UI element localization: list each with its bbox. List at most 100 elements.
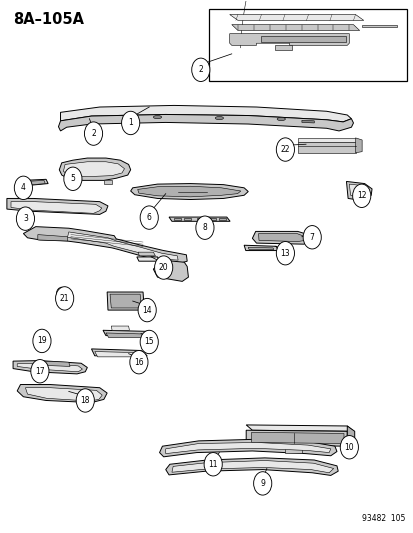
Polygon shape [349, 184, 368, 197]
Circle shape [339, 435, 358, 459]
Polygon shape [165, 458, 337, 475]
Circle shape [84, 122, 102, 146]
Text: 1: 1 [128, 118, 133, 127]
Polygon shape [26, 180, 45, 185]
Polygon shape [252, 231, 309, 244]
Polygon shape [103, 330, 153, 336]
Polygon shape [91, 349, 147, 356]
Polygon shape [260, 36, 345, 42]
Polygon shape [23, 179, 48, 185]
Polygon shape [38, 235, 67, 241]
Text: 7: 7 [309, 233, 314, 242]
Polygon shape [25, 387, 102, 401]
Polygon shape [209, 218, 215, 220]
Circle shape [204, 453, 222, 476]
Polygon shape [347, 426, 354, 447]
Circle shape [195, 216, 214, 239]
Circle shape [39, 337, 43, 343]
Polygon shape [297, 142, 355, 153]
Polygon shape [131, 183, 248, 199]
Polygon shape [153, 260, 188, 281]
Polygon shape [110, 294, 141, 308]
Polygon shape [231, 25, 359, 30]
Text: 12: 12 [356, 191, 366, 200]
Circle shape [31, 360, 49, 383]
Polygon shape [171, 461, 333, 473]
Polygon shape [60, 106, 351, 122]
Polygon shape [107, 292, 144, 310]
Ellipse shape [276, 117, 285, 120]
Circle shape [55, 287, 74, 310]
Circle shape [253, 472, 271, 495]
Polygon shape [106, 333, 150, 338]
Text: 6: 6 [147, 213, 151, 222]
Polygon shape [196, 218, 203, 220]
Bar [209, 9, 406, 82]
Polygon shape [229, 34, 349, 45]
Polygon shape [285, 446, 301, 453]
Text: 2: 2 [198, 66, 203, 74]
Circle shape [56, 287, 67, 301]
Text: 3: 3 [23, 214, 28, 223]
Circle shape [121, 111, 140, 135]
Circle shape [352, 184, 370, 207]
Text: 13: 13 [280, 249, 290, 258]
Circle shape [140, 206, 158, 229]
Polygon shape [219, 218, 225, 220]
Circle shape [130, 351, 147, 374]
Polygon shape [104, 180, 112, 184]
Polygon shape [67, 232, 178, 260]
Polygon shape [244, 245, 277, 251]
Text: 4: 4 [21, 183, 26, 192]
Polygon shape [17, 364, 82, 372]
Circle shape [154, 256, 172, 279]
Circle shape [33, 329, 51, 353]
Polygon shape [173, 218, 180, 220]
Text: 19: 19 [37, 336, 47, 345]
Polygon shape [159, 439, 336, 457]
Text: 9: 9 [260, 479, 264, 488]
Text: 17: 17 [35, 367, 45, 376]
Circle shape [302, 225, 320, 249]
Circle shape [36, 334, 46, 346]
Text: 21: 21 [60, 294, 69, 303]
Polygon shape [297, 138, 356, 142]
Text: 22: 22 [280, 145, 290, 154]
Polygon shape [43, 361, 70, 367]
Polygon shape [138, 252, 155, 256]
Polygon shape [58, 115, 353, 131]
Ellipse shape [153, 116, 161, 119]
Polygon shape [63, 162, 124, 176]
Polygon shape [251, 432, 343, 443]
Text: 5: 5 [70, 174, 75, 183]
Text: 11: 11 [208, 460, 217, 469]
Polygon shape [23, 227, 187, 264]
Polygon shape [137, 257, 159, 261]
Text: 2: 2 [91, 129, 96, 138]
Circle shape [275, 138, 294, 161]
Circle shape [76, 389, 94, 412]
Text: 8: 8 [202, 223, 207, 232]
Text: 16: 16 [134, 358, 143, 367]
Circle shape [17, 207, 34, 230]
Text: 20: 20 [159, 263, 168, 272]
Polygon shape [95, 352, 142, 357]
Circle shape [14, 176, 32, 199]
Polygon shape [138, 186, 240, 197]
Text: 15: 15 [144, 337, 154, 346]
Text: 93482  105: 93482 105 [361, 514, 404, 523]
Polygon shape [169, 217, 230, 221]
Text: 18: 18 [81, 396, 90, 405]
Circle shape [191, 58, 209, 82]
Polygon shape [229, 14, 363, 20]
Polygon shape [165, 442, 330, 454]
Polygon shape [69, 180, 77, 184]
Polygon shape [346, 181, 371, 200]
Polygon shape [248, 247, 273, 249]
Polygon shape [184, 218, 190, 220]
Polygon shape [17, 384, 107, 402]
Polygon shape [355, 138, 361, 153]
Polygon shape [246, 430, 347, 446]
Text: 10: 10 [344, 443, 353, 452]
Polygon shape [258, 233, 304, 241]
